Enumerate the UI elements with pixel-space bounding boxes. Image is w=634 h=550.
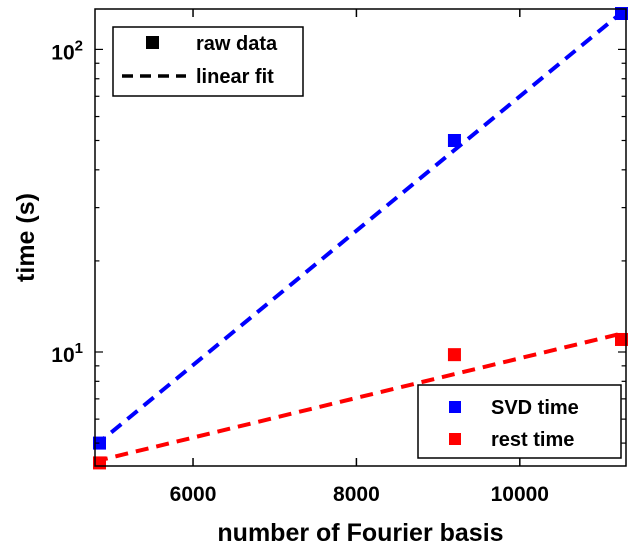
legend-linear-fit-label: linear fit: [196, 66, 274, 88]
rest-time-point-2: [615, 332, 628, 346]
x-tick-label: 8000: [333, 483, 380, 506]
rest-time-point-1: [447, 348, 461, 362]
legend-rest-time-label: rest time: [491, 429, 574, 451]
y-tick-label-100: 102: [51, 37, 83, 64]
x-tick-label: 6000: [170, 483, 217, 506]
legend-raw-data-marker: [146, 36, 159, 49]
x-tick-label: 10000: [491, 483, 549, 506]
rest-time-fit-line: [94, 330, 627, 464]
legend-series: SVD time rest time: [417, 384, 622, 459]
plot-frame: [94, 8, 627, 467]
legend-raw-data-label: raw data: [196, 33, 278, 55]
ticks-layer: 6000 8000 10000 101 102: [51, 9, 626, 506]
legend-style: raw data linear fit: [112, 26, 304, 97]
legend-svd-time-label: SVD time: [491, 397, 579, 419]
svd-time-point-0: [93, 436, 106, 450]
legend-rest-time-marker: [449, 433, 461, 445]
y-axis-label: time (s): [12, 193, 40, 282]
svd-time-point-2: [615, 7, 628, 20]
x-axis-label: number of Fourier basis: [217, 519, 503, 547]
svd-time-fit-line: [93, 7, 628, 448]
legend-style-box: [112, 26, 304, 97]
svd-time-point-1: [447, 133, 461, 147]
legend-series-box: [417, 384, 622, 459]
legend-svd-time-marker: [449, 401, 461, 413]
y-tick-label-10: 101: [51, 340, 83, 367]
fit-lines-layer: [93, 7, 628, 464]
